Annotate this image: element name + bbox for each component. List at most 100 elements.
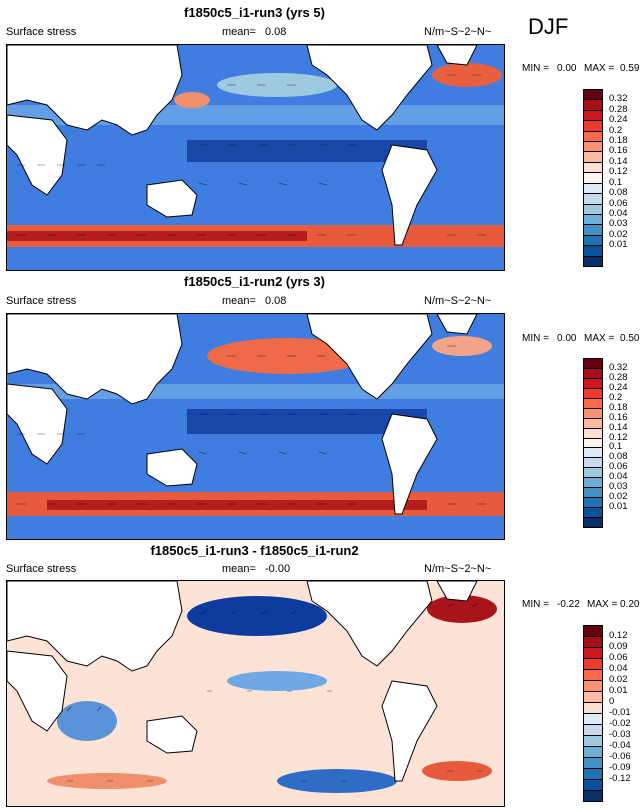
panel-3-min-value: -0.22 xyxy=(557,599,580,610)
colorbar-label: 0.03 xyxy=(609,218,628,230)
north-pacific-maximum xyxy=(217,73,337,97)
panel-2-max-value: 0.50 xyxy=(620,333,640,344)
panel-1-map xyxy=(6,44,505,271)
colorbar-label: 0.01 xyxy=(609,239,628,251)
colorbar-label: 0.02 xyxy=(609,228,628,240)
colorbar-swatch xyxy=(583,790,603,802)
colorbar-label: 0 xyxy=(609,696,615,707)
colorbar-label: 0.01 xyxy=(609,685,628,696)
wind-vectors xyxy=(17,74,486,236)
colorbar-label: 0.1 xyxy=(609,441,623,453)
panel-2-min-label: MIN = xyxy=(522,333,549,344)
colorbar-label: 0.16 xyxy=(609,145,628,157)
north-pacific-negative xyxy=(187,596,327,636)
land-eurasia xyxy=(7,314,183,405)
panel-3-max-value: 0.20 xyxy=(620,599,640,610)
panel-2-variable-label: Surface stress xyxy=(6,295,77,307)
colorbar-label: 0.14 xyxy=(609,421,628,433)
land-australia xyxy=(146,448,198,487)
colorbar-label: -0.06 xyxy=(609,751,631,762)
colorbar-label: -0.01 xyxy=(609,707,631,718)
southern-ocean-negative xyxy=(277,769,397,793)
east-pacific-negative xyxy=(227,671,327,691)
colorbar-label: 0.12 xyxy=(609,431,628,443)
season-label: DJF xyxy=(528,14,569,39)
panel-2-mean-value: 0.08 xyxy=(265,295,287,307)
land-greenland xyxy=(436,581,478,602)
land-north-america xyxy=(306,314,433,400)
colorbar-label: 0.09 xyxy=(609,641,628,652)
panel-3-mean-value: -0.00 xyxy=(265,563,291,575)
land-eurasia xyxy=(7,581,183,672)
colorbar-label: 0.32 xyxy=(609,93,628,105)
wind-vectors xyxy=(66,603,483,782)
colorbar-label: -0.09 xyxy=(609,762,631,773)
land-africa xyxy=(7,650,68,732)
panel-1-max-label: MAX = xyxy=(584,63,615,74)
land-south-america xyxy=(381,413,438,515)
panel-3-map xyxy=(6,580,505,807)
colorbar-label: 0.18 xyxy=(609,401,628,413)
land-north-america xyxy=(306,581,433,667)
kuroshio-maximum xyxy=(174,92,210,108)
panel-1-units: N/m~S~2~N~ xyxy=(424,26,492,38)
land-africa xyxy=(7,114,68,196)
colorbar-label: 0.2 xyxy=(609,391,623,403)
land-south-america xyxy=(381,680,438,782)
land-eurasia xyxy=(7,45,183,136)
panel-2-colorbar: 0.32 0.28 0.24 0.2 0.18 0.16 0.14 0.12 0.1 0.08 0.… xyxy=(583,358,628,528)
panel-1-max-value: 0.59 xyxy=(620,63,640,74)
colorbar-label: 0.08 xyxy=(609,451,628,463)
panel-3-variable-label: Surface stress xyxy=(6,563,77,575)
southern-ocean-band-core xyxy=(7,231,307,241)
colorbar-label: -0.12 xyxy=(609,773,631,784)
colorbar-label: 0.12 xyxy=(609,630,628,641)
land-greenland xyxy=(436,314,478,335)
north-atlantic-maximum xyxy=(432,63,502,87)
panel-1-min-value: 0.00 xyxy=(557,63,577,74)
panel-3-units: N/m~S~2~N~ xyxy=(424,563,492,575)
equatorial-band xyxy=(187,140,427,162)
panel-3-max-label: MAX = xyxy=(587,599,618,610)
panel-1-mean-label: mean= xyxy=(222,26,256,38)
land-australia xyxy=(146,715,198,754)
indian-ocean-negative xyxy=(57,701,117,741)
colorbar-label: 0.06 xyxy=(609,461,628,473)
colorbar-label: 0.04 xyxy=(609,663,628,674)
colorbar-label: 0.14 xyxy=(609,155,628,167)
north-atlantic-maximum xyxy=(432,336,492,356)
land-south-america xyxy=(381,144,438,246)
colorbar-label: 0.08 xyxy=(609,187,628,199)
land-greenland xyxy=(436,45,478,66)
colorbar-label: 0.2 xyxy=(609,124,623,136)
colorbar-label: 0.04 xyxy=(609,471,628,483)
colorbar-label: 0.18 xyxy=(609,135,628,147)
panel-1-variable-label: Surface stress xyxy=(6,26,77,38)
colorbar-label: 0.28 xyxy=(609,371,628,383)
colorbar-label: 0.03 xyxy=(609,481,628,493)
panel-2-units: N/m~S~2~N~ xyxy=(424,295,492,307)
panel-3-title: f1850c5_i1-run3 - f1850c5_i1-run2 xyxy=(150,543,359,558)
colorbar-label: -0.03 xyxy=(609,729,631,740)
panel-3-colorbar: 0.12 0.09 0.06 0.04 0.02 0.01 0 -0.01 -0.02 -0.03… xyxy=(583,625,631,802)
panel-1-mean-value: 0.08 xyxy=(265,26,287,38)
colorbar-label: -0.04 xyxy=(609,740,631,751)
panel-3-mean-label: mean= xyxy=(222,563,256,575)
land-north-america xyxy=(306,45,433,131)
colorbar-label: 0.01 xyxy=(609,501,628,513)
panel-2-max-label: MAX = xyxy=(584,333,615,344)
colorbar-label: 0.06 xyxy=(609,197,628,209)
panel-1-title: f1850c5_i1-run3 (yrs 5) xyxy=(184,5,325,20)
southern-ocean-band-core xyxy=(47,500,427,510)
colorbar-label: 0.24 xyxy=(609,381,628,393)
colorbar-swatch xyxy=(583,255,603,267)
panel-3-min-label: MIN = xyxy=(522,599,549,610)
colorbar-label: 0.16 xyxy=(609,411,628,423)
north-atlantic-positive xyxy=(427,595,497,623)
colorbar-label: 0.06 xyxy=(609,652,628,663)
colorbar-label: 0.02 xyxy=(609,674,628,685)
colorbar-label: 0.02 xyxy=(609,491,628,503)
south-atlantic-positive xyxy=(422,761,492,781)
wind-vectors xyxy=(17,345,486,505)
panel-1-colorbar: 0.32 0.28 0.24 0.2 0.18 0.16 0.14 0.12 0.1 0.08 0.… xyxy=(583,89,628,267)
